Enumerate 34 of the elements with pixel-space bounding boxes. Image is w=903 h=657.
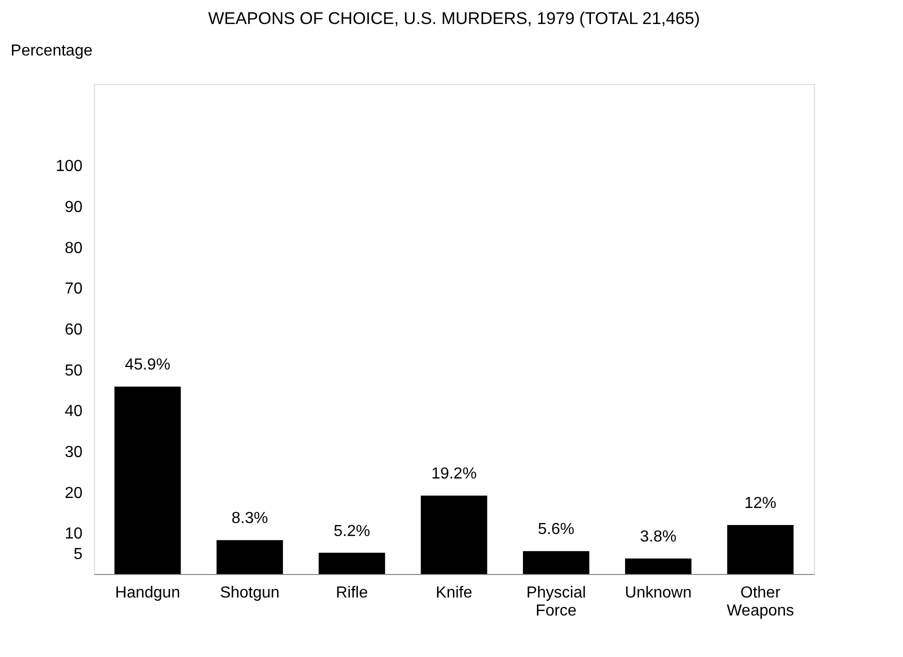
data-label: 5.2% — [334, 522, 370, 540]
x-tick-label: Rifle — [336, 584, 368, 602]
bar — [216, 540, 283, 574]
data-label: 19.2% — [431, 466, 477, 483]
bar — [318, 552, 386, 574]
y-tick-label: 70 — [64, 280, 83, 298]
bar — [420, 496, 488, 574]
y-tick-label: 100 — [56, 158, 83, 176]
y-tick-label: 20 — [64, 484, 83, 502]
bar — [625, 558, 692, 574]
y-tick-label: 80 — [64, 240, 83, 257]
y-tick-label: 5 — [74, 546, 83, 564]
x-tick-label: Shotgun — [220, 584, 280, 602]
bar — [522, 551, 590, 574]
data-label: 8.3% — [232, 510, 268, 528]
x-tick-label: Knife — [436, 584, 472, 602]
x-tick-label: Physcial Force — [526, 584, 586, 620]
y-tick-label: 30 — [64, 444, 83, 461]
bar — [727, 525, 794, 574]
y-tick-label: 40 — [64, 403, 83, 420]
x-tick-label: Unknown — [624, 584, 692, 602]
y-tick-label: 90 — [64, 199, 83, 216]
y-tick-label: 50 — [64, 362, 83, 380]
y-tick-label: 60 — [64, 322, 83, 338]
y-axis-title: Percentage — [10, 42, 93, 60]
x-tick-label: Handgun — [115, 584, 180, 602]
chart-title: WEAPONS OF CHOICE, U.S. MURDERS, 1979 (TOTAL 21,465) — [208, 9, 700, 28]
data-label: 12% — [744, 495, 776, 512]
data-label: 3.8% — [640, 528, 676, 546]
data-label: 5.6% — [538, 521, 574, 538]
data-label: 45.9% — [124, 356, 170, 374]
x-tick-label: Other Weapons — [726, 584, 794, 620]
bar — [114, 386, 181, 574]
y-tick-label: 10 — [64, 526, 83, 543]
